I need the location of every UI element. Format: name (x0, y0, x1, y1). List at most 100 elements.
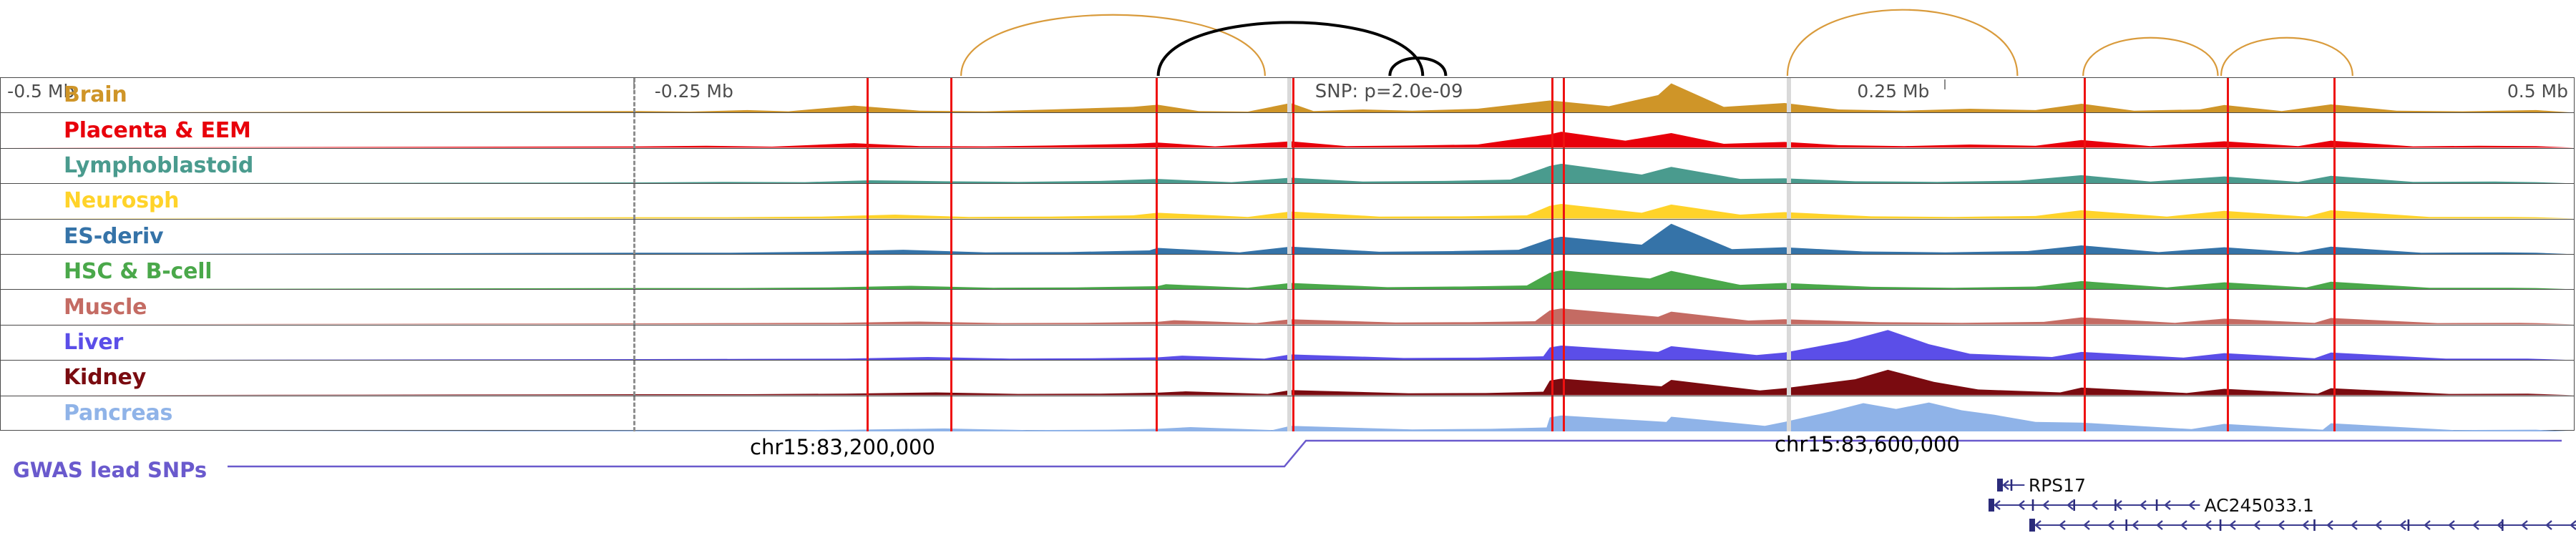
track-label-muscle: Muscle (64, 294, 147, 320)
gwas-snp-marker-line (2333, 113, 2336, 148)
gwas-snp-marker-line (1551, 113, 1554, 148)
gwas-snp-marker-line (1156, 254, 1158, 290)
highlight-marker-line (1287, 396, 1292, 431)
gwas-snp-marker-line (950, 396, 953, 431)
axis-guide-line (633, 290, 635, 325)
gwas-snp-marker-line (1156, 148, 1158, 184)
gwas-snp-marker-line (1551, 325, 1554, 361)
track-pancreas: Pancreas (1, 396, 2574, 431)
gwas-snp-marker-line (2084, 396, 2087, 431)
interaction-arc (1156, 21, 1425, 77)
gwas-snp-marker-line (2084, 113, 2087, 148)
gwas-snp-marker-line (1563, 184, 1566, 219)
gwas-snp-marker-line (950, 184, 953, 219)
signal-area (1, 396, 2574, 431)
signal-polygon (4, 329, 2574, 361)
arc-canvas (960, 9, 2353, 77)
signal-area (1, 326, 2574, 361)
annotation-panel: GWAS lead SNPs chr15:83,200,000 chr15:83… (0, 431, 2576, 537)
gene-body-icon (1989, 499, 2200, 512)
gwas-snp-marker-line (950, 290, 953, 325)
track-label-es-deriv: ES-deriv (64, 223, 164, 249)
gwas-snp-marker-line (2226, 113, 2229, 148)
track-placenta-eem: Placenta & EEM (1, 113, 2574, 149)
gwas-snp-marker-line (866, 290, 869, 325)
track-brain: Brain -0.5 Mb -0.25 Mb 0.25 Mb 0.5 Mb SNP: p=… (1, 78, 2574, 114)
gwas-snp-marker-line (1292, 396, 1294, 431)
highlight-marker-line (1786, 325, 1791, 361)
axis-guide-line (633, 325, 635, 361)
gwas-snp-marker-line (1156, 361, 1158, 396)
gwas-snp-marker-line (1292, 148, 1294, 184)
gwas-snp-marker-line (950, 325, 953, 361)
gene-body-icon (2029, 519, 2576, 532)
gwas-snp-marker-line (866, 254, 869, 290)
gene-body-icon (1996, 479, 2024, 491)
gwas-snp-marker-line (2226, 290, 2229, 325)
axis-guide-line (633, 396, 635, 431)
gene-rps17[interactable]: RPS17 (1996, 475, 2089, 495)
track-lymphoblastoid: Lymphoblastoid (1, 148, 2574, 185)
gwas-snp-marker-line (2084, 254, 2087, 290)
gene-row-1: AC245033.1FSD2RAMACBTBD1 (0, 495, 2576, 515)
gwas-snp-marker-line (2084, 325, 2087, 361)
gwas-snp-marker-line (1551, 396, 1554, 431)
gene-annotation-track: RPS17AP3B2HOMER2TM6SF1 AC245033.1FSD2RAM… (0, 475, 2576, 538)
gwas-snp-marker-line (2226, 254, 2229, 290)
track-label-neurosph: Neurosph (64, 188, 180, 214)
highlight-marker-line (1786, 113, 1791, 148)
ruler-tick-label: -0.5 Mb (7, 81, 75, 102)
signal-polygon (1, 402, 2574, 431)
ruler-tick-label: 0.25 Mb (1857, 81, 1930, 102)
gwas-snp-marker-line (1551, 184, 1554, 219)
signal-track-panel: Brain -0.5 Mb -0.25 Mb 0.25 Mb 0.5 Mb SNP: p=… (0, 77, 2575, 431)
gwas-snp-marker-line (2226, 325, 2229, 361)
track-neurosph: Neurosph (1, 184, 2574, 220)
gwas-snp-marker-line (2333, 290, 2336, 325)
highlight-marker-line (1287, 361, 1292, 396)
gene-cpeb1[interactable]: CPEB1 (2029, 515, 2576, 535)
axis-guide-line (633, 184, 635, 219)
chromatin-interaction-arcs (0, 0, 2576, 77)
gwas-snp-marker-line (2226, 148, 2229, 184)
gwas-snp-marker-line (2084, 184, 2087, 219)
gwas-snp-marker-line (1563, 396, 1566, 431)
gwas-snp-marker-line (1292, 219, 1294, 254)
highlight-marker-line (1287, 113, 1292, 148)
track-label-placenta-eem: Placenta & EEM (64, 117, 251, 143)
highlight-marker-line (1287, 219, 1292, 254)
gwas-snp-marker-line (2333, 148, 2336, 184)
highlight-marker-line (1786, 184, 1791, 219)
gene-ac245033-1[interactable]: AC245033.1 (1988, 495, 2317, 515)
track-liver: Liver (1, 325, 2574, 361)
gwas-snp-marker-line (866, 78, 869, 113)
gwas-snp-marker-line (950, 361, 953, 396)
gwas-snp-marker-line (2226, 78, 2229, 113)
highlight-marker-line (1786, 396, 1791, 431)
gwas-snp-marker-line (1156, 184, 1158, 219)
gwas-snp-marker-line (2226, 361, 2229, 396)
gwas-snp-marker-line (1551, 290, 1554, 325)
track-label-liver: Liver (64, 329, 124, 355)
gwas-snp-marker-line (1563, 219, 1566, 254)
track-label-hsc-b-cell: HSC & B-cell (64, 259, 213, 285)
gwas-snp-marker-line (2226, 219, 2229, 254)
gwas-snp-marker-line (1292, 184, 1294, 219)
gwas-snp-marker-line (866, 219, 869, 254)
gwas-snp-marker-line (2226, 184, 2229, 219)
gwas-snp-marker-line (1156, 396, 1158, 431)
gwas-snp-marker-line (1563, 361, 1566, 396)
gwas-snp-marker-line (866, 361, 869, 396)
gwas-snp-marker-line (1563, 113, 1566, 148)
ruler-tick-mark (1944, 79, 1946, 89)
gwas-snp-marker-line (1292, 254, 1294, 290)
gwas-snp-marker-line (1156, 325, 1158, 361)
highlight-marker-line (1786, 290, 1791, 325)
gwas-snp-marker-line (2333, 361, 2336, 396)
gwas-snp-marker-line (866, 184, 869, 219)
axis-guide-line (633, 254, 635, 290)
interaction-arc (1388, 57, 1448, 77)
highlight-marker-line (1287, 254, 1292, 290)
gwas-snp-marker-line (866, 148, 869, 184)
track-muscle: Muscle (1, 290, 2574, 326)
